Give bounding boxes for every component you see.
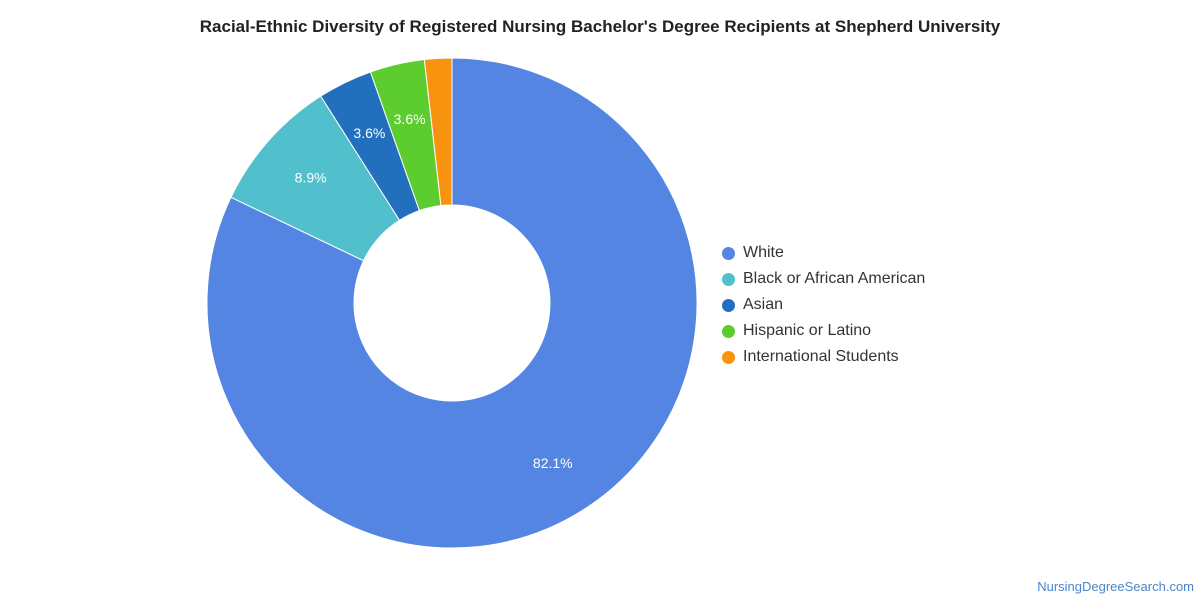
legend-swatch-icon	[722, 324, 735, 338]
chart-title: Racial-Ethnic Diversity of Registered Nu…	[199, 17, 1001, 36]
slice-international-students[interactable]	[423, 57, 453, 207]
legend-swatch-icon	[722, 272, 735, 286]
slice-label-hispanic-or-latino: 3.6%	[394, 111, 426, 127]
legend-item-hispanic-or-latino[interactable]: Hispanic or Latino	[722, 318, 925, 344]
watermark-link[interactable]: NursingDegreeSearch.com	[1037, 579, 1194, 594]
legend-label: International Students	[743, 348, 899, 365]
legend-item-international-students[interactable]: International Students	[722, 344, 925, 370]
slice-label-white: 82.1%	[533, 455, 573, 471]
slice-label-asian: 3.6%	[353, 125, 385, 141]
chart-legend: White Black or African American Asian Hispa…	[722, 240, 925, 370]
legend-swatch-icon	[722, 298, 735, 312]
legend-swatch-icon	[722, 246, 735, 260]
legend-item-black-or-african-american[interactable]: Black or African American	[722, 266, 925, 292]
legend-swatch-icon	[722, 350, 735, 364]
slice-white[interactable]	[206, 57, 698, 549]
legend-label: Asian	[743, 296, 784, 313]
legend-item-white[interactable]: White	[722, 240, 925, 266]
legend-item-asian[interactable]: Asian	[722, 292, 925, 318]
legend-label: White	[743, 244, 784, 261]
legend-label: Hispanic or Latino	[743, 322, 872, 339]
slice-label-black-or-african-american: 8.9%	[295, 170, 327, 186]
legend-label: Black or African American	[743, 270, 926, 287]
